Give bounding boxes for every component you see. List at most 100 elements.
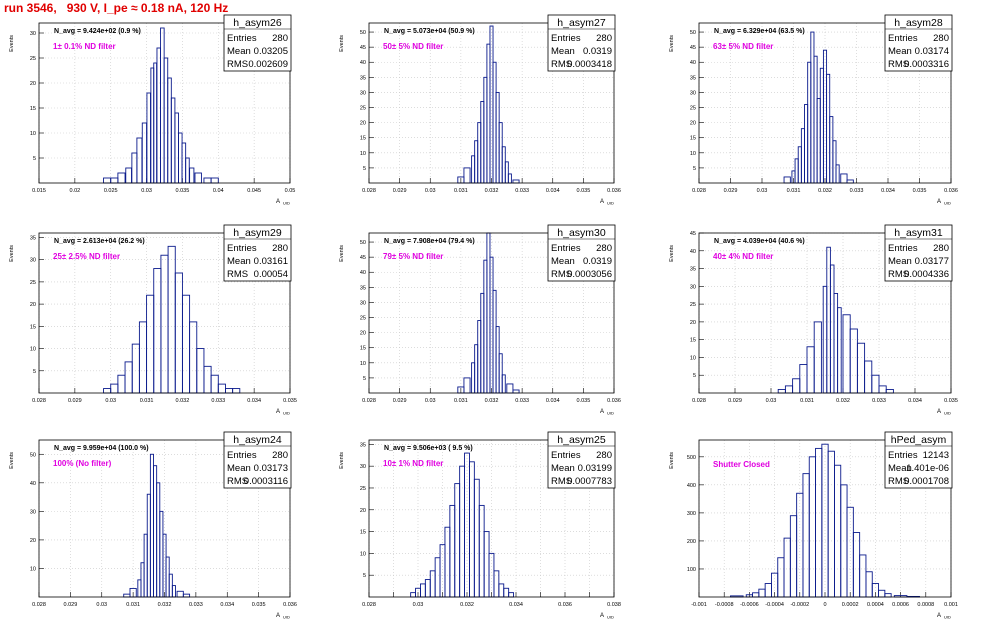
x-tick-label: 0.035 bbox=[576, 188, 590, 194]
navg-label: N_avg = 4.039e+04 (40.6 %) bbox=[714, 238, 805, 245]
y-tick-label: 35 bbox=[360, 75, 366, 81]
x-tick-label: 0.028 bbox=[362, 398, 376, 404]
plot-frame bbox=[368, 22, 615, 184]
stats-value: 0.0003056 bbox=[567, 269, 612, 280]
filter-annotation: Shutter Closed bbox=[713, 460, 770, 469]
stats-value: 0.03177 bbox=[915, 256, 949, 267]
y-tick-label: 5 bbox=[693, 373, 696, 379]
x-tick-label: 0.033 bbox=[515, 398, 529, 404]
x-tick-label: 0.03 bbox=[425, 398, 436, 404]
y-tick-label: 40 bbox=[690, 60, 696, 66]
y-tick-label: 25 bbox=[30, 280, 36, 286]
y-tick-label: 15 bbox=[30, 324, 36, 330]
stats-label: RMS bbox=[551, 269, 572, 280]
stats-label: Entries bbox=[227, 450, 257, 461]
x-tick-label: 0.029 bbox=[728, 398, 742, 404]
x-tick-label: 0.031 bbox=[140, 398, 154, 404]
x-axis-label: A UID bbox=[276, 199, 290, 206]
y-tick-label: 45 bbox=[690, 45, 696, 51]
x-tick-label: 0.034 bbox=[247, 398, 261, 404]
stats-value: 0.00054 bbox=[254, 269, 288, 280]
x-tick-label: 0.032 bbox=[485, 398, 499, 404]
histogram-panel: 0.028 0.029 0.03 0.031 0.032 0.033 0.034 0.035 5… bbox=[669, 224, 958, 416]
navg-label: N_avg = 6.329e+04 (63.5 %) bbox=[714, 28, 805, 35]
y-tick-label: 10 bbox=[360, 151, 366, 157]
stats-value: 0.03173 bbox=[254, 463, 288, 474]
x-axis-label: A UID bbox=[937, 613, 951, 620]
filter-annotation: 40± 4% ND filter bbox=[713, 252, 773, 261]
stats-label: Mean bbox=[227, 463, 251, 474]
x-tick-label: 0.032 bbox=[176, 398, 190, 404]
y-tick-label: 10 bbox=[30, 347, 36, 353]
x-tick-label: 0.03 bbox=[141, 188, 152, 194]
x-tick-label: 0.032 bbox=[158, 602, 172, 608]
y-tick-label: 50 bbox=[360, 30, 366, 36]
x-tick-label: 0.028 bbox=[32, 398, 46, 404]
x-axis-label: A UID bbox=[276, 613, 290, 620]
x-axis-label-sub: UID bbox=[944, 411, 951, 416]
stats-label: RMS bbox=[227, 269, 248, 280]
x-tick-label: 0.025 bbox=[104, 188, 118, 194]
y-axis-label: Events bbox=[339, 452, 345, 469]
filter-annotation: 10± 1% ND filter bbox=[383, 459, 443, 468]
x-tick-label: 0.015 bbox=[32, 188, 46, 194]
x-axis-label: A UID bbox=[600, 409, 614, 416]
stats-label: Mean bbox=[551, 256, 575, 267]
y-tick-label: 30 bbox=[360, 464, 366, 470]
stats-box bbox=[884, 431, 953, 489]
x-tick-label: -0.0006 bbox=[740, 602, 759, 608]
y-tick-label: 30 bbox=[690, 284, 696, 290]
x-tick-label: 0.029 bbox=[68, 398, 82, 404]
y-tick-label: 20 bbox=[690, 320, 696, 326]
x-axis-label: A UID bbox=[937, 409, 951, 416]
y-tick-label: 5 bbox=[33, 156, 36, 162]
y-tick-label: 30 bbox=[360, 300, 366, 306]
y-tick-label: 10 bbox=[360, 551, 366, 557]
y-axis-label: Events bbox=[669, 452, 675, 469]
x-tick-label: 0.028 bbox=[692, 398, 706, 404]
x-tick-label: 0.033 bbox=[515, 188, 529, 194]
x-tick-label: 0.03 bbox=[105, 398, 116, 404]
y-tick-label: 20 bbox=[30, 538, 36, 544]
y-tick-label: 50 bbox=[360, 240, 366, 246]
stats-label: Mean bbox=[227, 46, 251, 57]
navg-label: N_avg = 5.073e+04 (50.9 %) bbox=[384, 28, 475, 35]
x-tick-label: 0.03 bbox=[766, 398, 777, 404]
histogram-panel: 0.015 0.02 0.025 0.03 0.035 0.04 0.045 0.05 5 10 1… bbox=[9, 14, 295, 206]
x-tick-label: 0.035 bbox=[913, 188, 927, 194]
x-tick-label: 0.032 bbox=[460, 602, 474, 608]
y-tick-label: 35 bbox=[30, 235, 36, 241]
histogram-panel: -0.001 -0.0008 -0.0006 -0.0004 -0.0002 0 0.000… bbox=[669, 431, 958, 620]
stats-value: 0.0007783 bbox=[567, 476, 612, 487]
stats-box bbox=[223, 224, 292, 282]
x-tick-label: 0.036 bbox=[283, 602, 297, 608]
stats-title: hPed_asym bbox=[891, 434, 947, 446]
x-tick-label: 0.036 bbox=[944, 188, 958, 194]
y-tick-label: 35 bbox=[690, 267, 696, 273]
stats-box bbox=[223, 431, 292, 489]
stats-value: 0.03174 bbox=[915, 46, 949, 57]
y-tick-label: 35 bbox=[360, 285, 366, 291]
stats-value: 0.03161 bbox=[254, 256, 288, 267]
x-tick-label: 0.035 bbox=[252, 602, 266, 608]
histogram-panel: 0.028 0.029 0.03 0.031 0.032 0.033 0.034 0.035 0… bbox=[9, 431, 297, 620]
y-tick-label: 100 bbox=[687, 567, 696, 573]
x-axis-label-sub: UID bbox=[944, 615, 951, 620]
x-tick-label: 0.035 bbox=[176, 188, 190, 194]
x-tick-label: 0 bbox=[823, 602, 826, 608]
x-tick-label: 0.034 bbox=[546, 398, 560, 404]
histogram-panel: 0.028 0.029 0.03 0.031 0.032 0.033 0.034 0.035 5… bbox=[9, 224, 297, 416]
stats-value: 0.0004336 bbox=[904, 269, 949, 280]
y-tick-label: 500 bbox=[687, 455, 696, 461]
stats-value: 280 bbox=[596, 33, 612, 44]
x-tick-label: 0.034 bbox=[509, 602, 523, 608]
y-tick-label: 20 bbox=[360, 508, 366, 514]
stats-value: 0.0003116 bbox=[244, 476, 288, 487]
histogram-panel: 0.028 0.03 0.032 0.034 0.036 0.038 5 10 15 20 25 30… bbox=[339, 431, 621, 620]
stats-box bbox=[884, 14, 953, 72]
stats-value: 0.03199 bbox=[578, 463, 612, 474]
stats-label: Entries bbox=[888, 243, 918, 254]
navg-label: N_avg = 7.908e+04 (79.4 %) bbox=[384, 238, 475, 245]
y-tick-label: 20 bbox=[360, 331, 366, 337]
x-tick-label: 0.03 bbox=[757, 188, 768, 194]
